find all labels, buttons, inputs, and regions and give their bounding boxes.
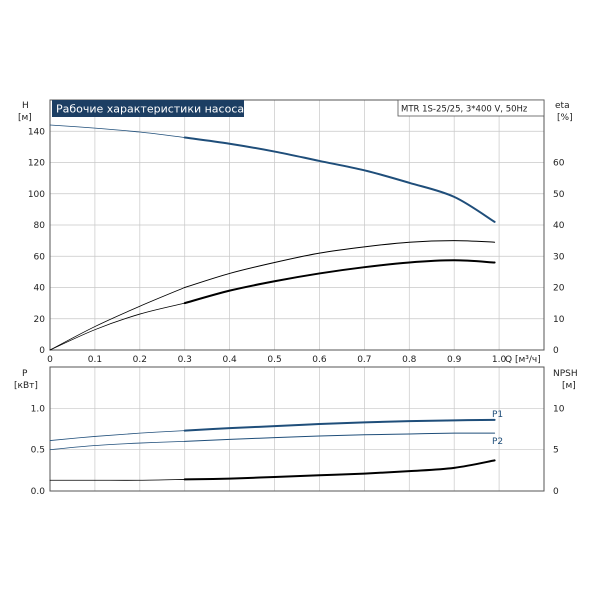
y-left-tick-label: 0	[39, 346, 45, 356]
series-P1-extended-line	[49, 430, 186, 441]
bottom-chart-frame	[49, 366, 545, 492]
x-tick-label: 0.6	[312, 355, 327, 365]
x-tick-label: 0.5	[267, 355, 281, 365]
x-tick-label: 0.3	[178, 355, 192, 365]
y-right-tick-label: 0	[553, 487, 559, 497]
y-left-tick-label: 140	[28, 127, 45, 137]
series-eta-total-extended-line	[49, 287, 186, 351]
y-left-tick-label: 0.0	[31, 487, 46, 497]
x-axis-label: Q [м³/ч]	[505, 355, 541, 365]
top-left-axis-label: H	[22, 101, 29, 111]
series-P2-extended-line	[49, 441, 186, 451]
y-right-tick-label: 10	[553, 315, 565, 325]
bottom-chart-series	[49, 418, 496, 481]
x-tick-label: 0	[47, 355, 53, 365]
y-right-tick-label: 0	[553, 346, 559, 356]
x-tick-label: 0.1	[88, 355, 102, 365]
y-right-tick-label: 5	[553, 446, 559, 456]
y-left-tick-label: 20	[34, 315, 46, 325]
y-right-tick-label: 20	[553, 284, 565, 294]
y-left-tick-label: 0.5	[31, 446, 45, 456]
y-right-tick-label: 50	[553, 190, 565, 200]
series-H-extended-line	[49, 124, 186, 138]
y-left-tick-label: 120	[28, 159, 45, 169]
y-left-tick-label: 1.0	[31, 404, 46, 414]
bottom-left-axis-label: P	[22, 369, 28, 379]
y-right-tick-label: 10	[553, 404, 565, 414]
series-NPSH-extended-line	[49, 479, 186, 481]
p1-curve-label: P1	[492, 410, 503, 420]
top-left-axis-unit: [м]	[18, 113, 32, 123]
chart-title: Рабочие характеристики насоса	[56, 103, 244, 116]
top-right-axis-unit: [%]	[557, 113, 573, 123]
y-right-tick-label: 40	[553, 221, 565, 231]
series-P1-line	[183, 418, 496, 432]
top-chart-series	[49, 124, 496, 351]
p2-curve-label: P2	[492, 437, 503, 447]
x-tick-label: 0.4	[222, 355, 237, 365]
series-P2-line	[184, 432, 496, 442]
top-chart-grid	[49, 100, 544, 351]
x-tick-label: 0.9	[447, 355, 462, 365]
series-NPSH-line	[183, 459, 496, 481]
top-right-axis-label: eta	[555, 101, 570, 111]
x-tick-label: 0.7	[357, 355, 371, 365]
tick-labels: 0 0.1 0.2 0.3 0.4 0.5 0.6 0.7 0.8 0.9 1.0 0 20 40 60 80…	[28, 127, 565, 497]
series-eta-pump-line	[183, 259, 496, 305]
series-eta-pump-extended-line	[49, 302, 186, 351]
y-right-tick-label: 30	[553, 252, 565, 262]
x-tick-label: 1.0	[492, 355, 507, 365]
bottom-right-axis-label: NPSH	[553, 369, 578, 379]
y-right-tick-label: 60	[553, 159, 565, 169]
series-H-line	[183, 136, 496, 223]
top-chart-frame	[49, 99, 545, 351]
series-eta-total-line	[184, 240, 496, 288]
y-left-tick-label: 40	[34, 284, 46, 294]
x-tick-label: 0.2	[133, 355, 147, 365]
bottom-left-axis-unit: [кВт]	[14, 381, 38, 391]
y-left-tick-label: 60	[34, 252, 46, 262]
x-tick-label: 0.8	[402, 355, 417, 365]
y-left-tick-label: 100	[28, 190, 45, 200]
chart-title-background	[52, 100, 244, 117]
chart-subtitle: MTR 1S-25/25, 3*400 V, 50Hz	[401, 105, 528, 115]
bottom-right-axis-unit: [м]	[562, 381, 576, 391]
chart-subtitle-box	[397, 99, 545, 117]
y-left-tick-label: 80	[34, 221, 46, 231]
bottom-chart-grid	[49, 367, 544, 492]
